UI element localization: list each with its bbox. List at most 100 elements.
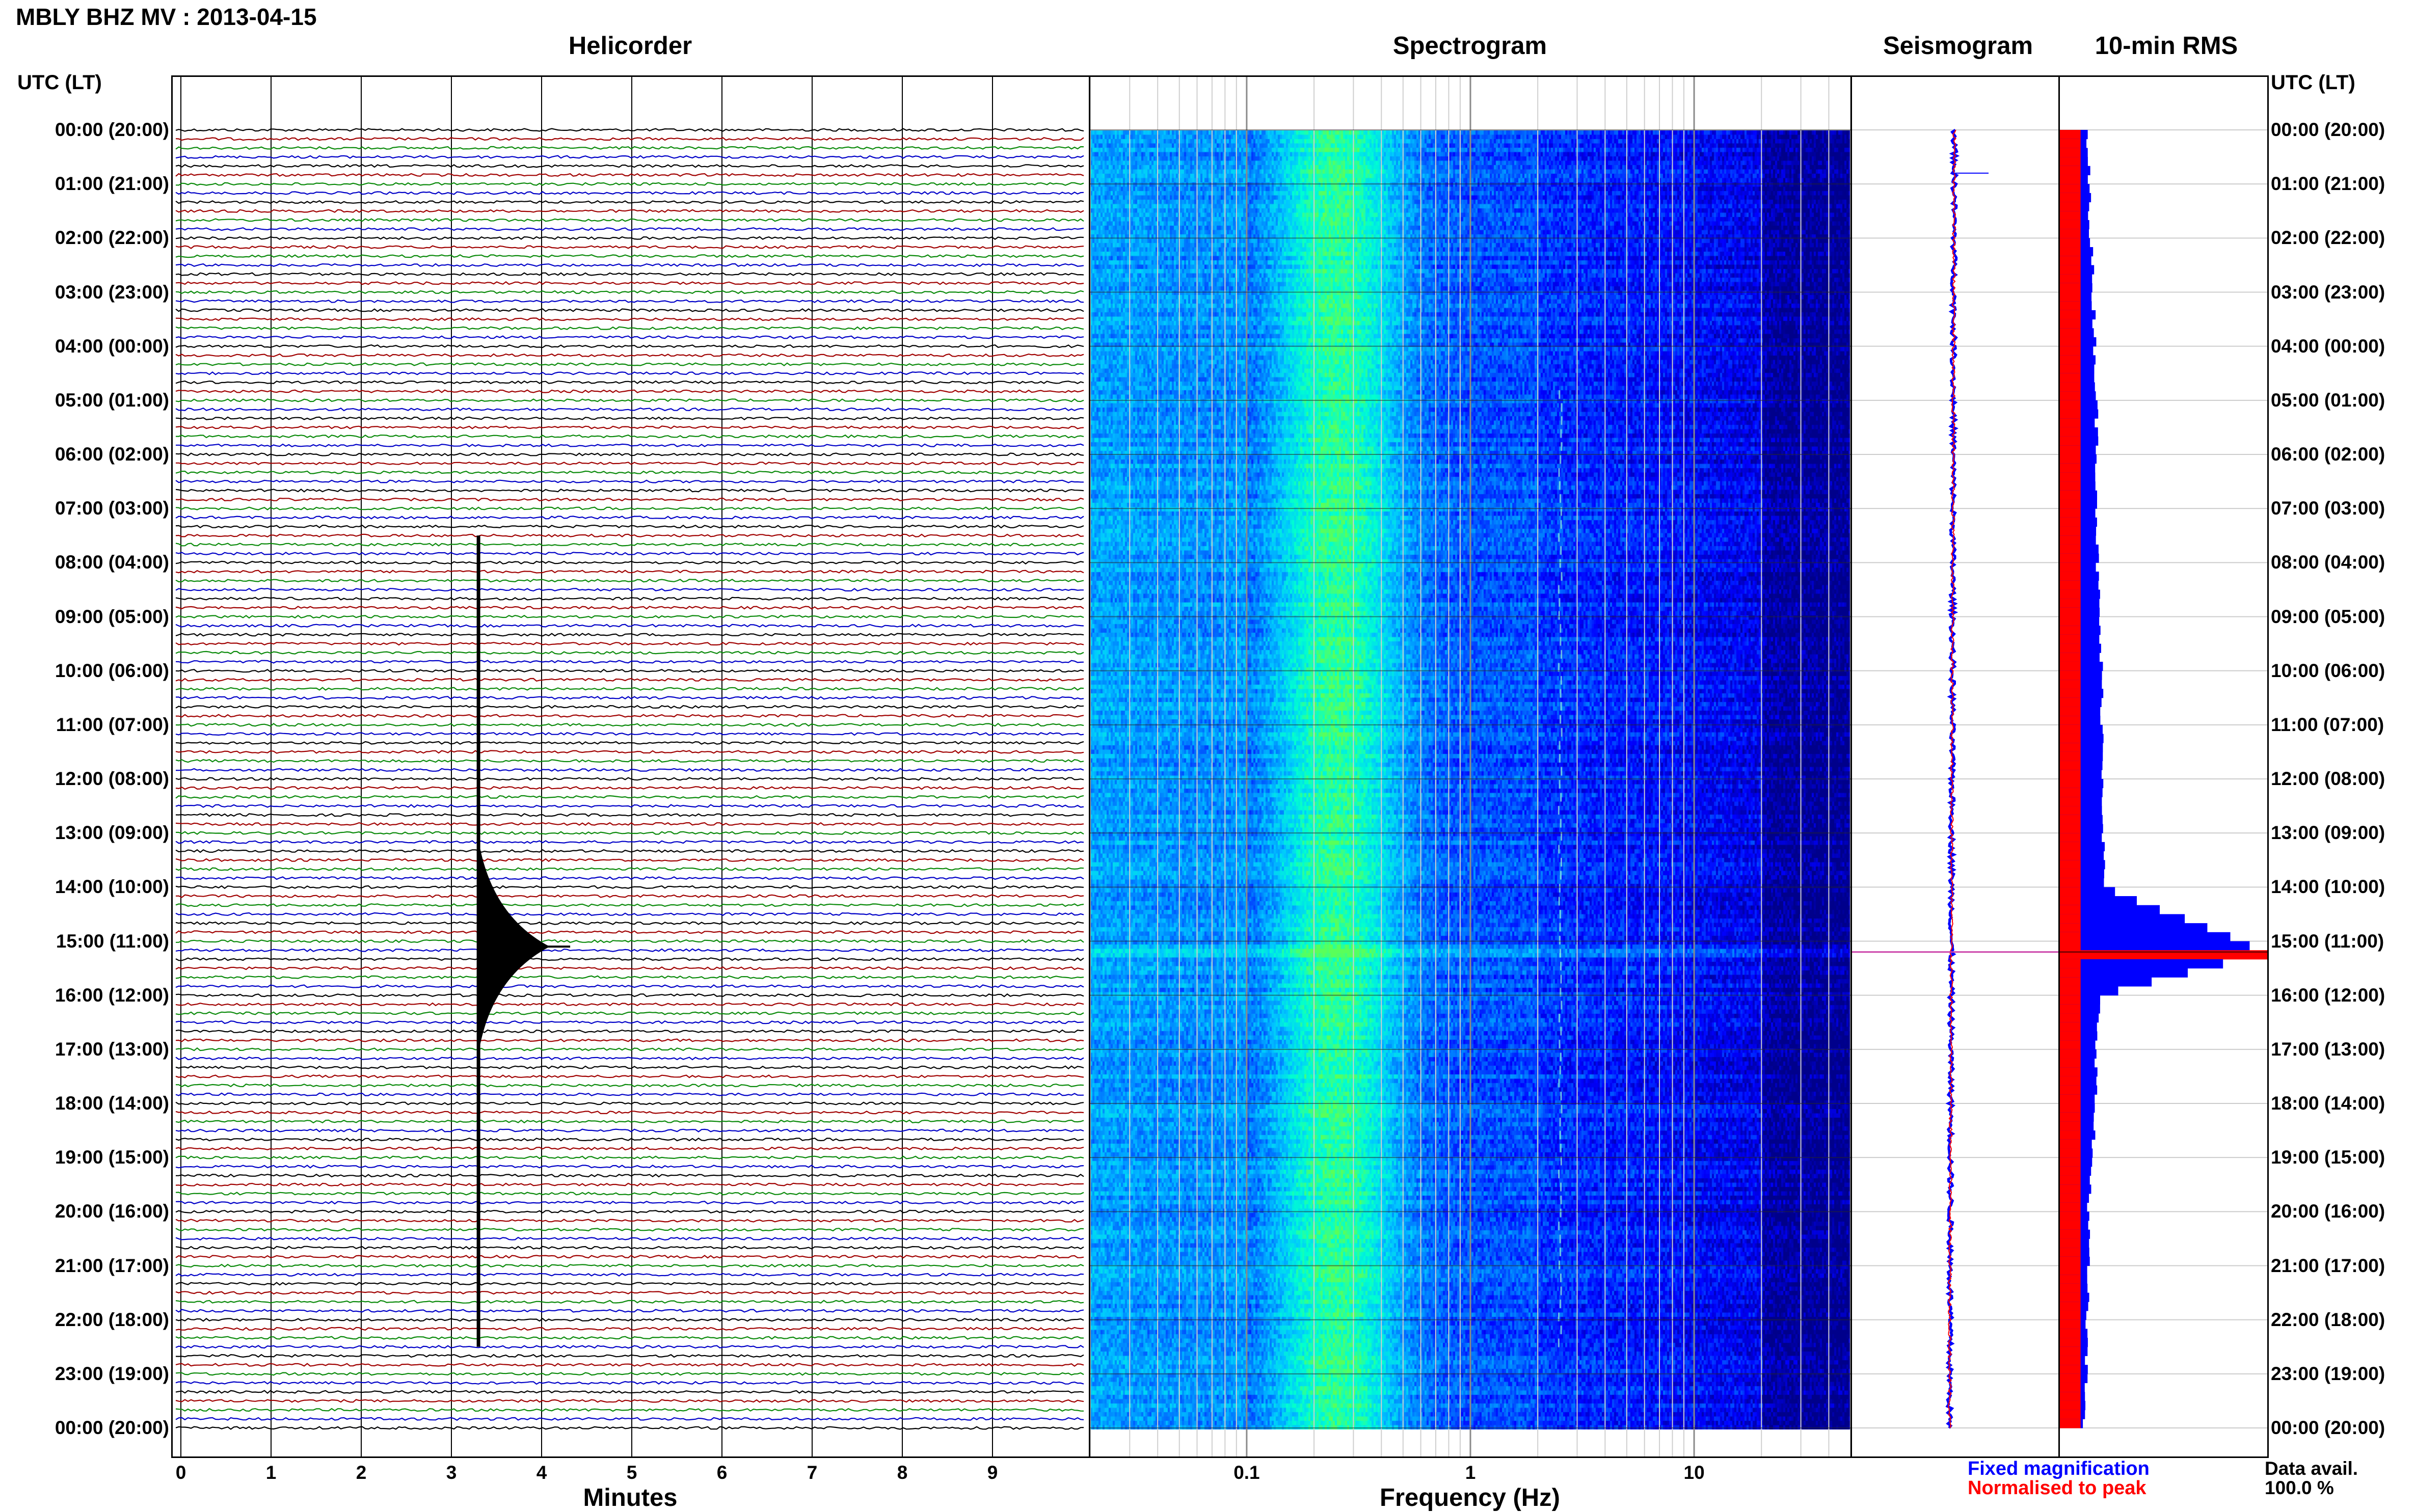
rms-bar-fixed <box>2060 914 2185 924</box>
helicorder-trace <box>175 984 1084 988</box>
rms-bar-normalised <box>2060 1031 2081 1041</box>
hour-label-left: 11:00 (07:00) <box>56 714 169 735</box>
rms-bar-normalised <box>2060 842 2081 852</box>
helicorder-trace <box>175 1056 1084 1061</box>
rms-bar-normalised <box>2060 1040 2081 1050</box>
rms-bar-normalised <box>2060 905 2081 914</box>
helicorder-trace <box>175 236 1084 240</box>
helicorder-trace <box>175 326 1084 331</box>
rms-bar-normalised <box>2060 1373 2081 1384</box>
rms-bar-normalised <box>2060 526 2081 536</box>
rms-bar-normalised <box>2060 1067 2081 1077</box>
hour-label-right: 10:00 (06:00) <box>2271 660 2385 681</box>
rms-bar-normalised <box>2060 1346 2081 1356</box>
helicorder-trace <box>175 867 1084 871</box>
rms-bar-normalised <box>2060 418 2081 428</box>
helicorder-trace <box>175 885 1084 889</box>
rms-bar-normalised <box>2060 1392 2081 1401</box>
rms-bar-normalised <box>2060 572 2081 581</box>
rms-bar-normalised <box>2060 1211 2081 1221</box>
rms-bar-normalised <box>2060 301 2081 311</box>
helicorder-x-tick-label: 0 <box>175 1462 186 1483</box>
helicorder-trace <box>175 624 1084 628</box>
helicorder-trace <box>175 1344 1084 1349</box>
data-availability-label: Data avail. <box>2265 1458 2358 1479</box>
rms-bar-normalised <box>2060 878 2081 887</box>
rms-bar-normalised <box>2060 517 2081 527</box>
helicorder-trace <box>175 948 1084 952</box>
helicorder-trace <box>175 1101 1084 1105</box>
helicorder-trace <box>175 849 1084 853</box>
rms-bar-normalised <box>2060 184 2081 194</box>
hour-label-right: 13:00 (09:00) <box>2271 822 2385 844</box>
helicorder-trace <box>175 660 1084 664</box>
rms-bar-normalised <box>2060 689 2081 698</box>
hour-label-right: 19:00 (15:00) <box>2271 1147 2385 1168</box>
spectrogram-panel <box>1089 75 1852 1458</box>
helicorder-trace <box>175 488 1084 493</box>
rms-bar-normalised <box>2060 265 2081 275</box>
hour-label-right: 23:00 (19:00) <box>2271 1363 2385 1384</box>
helicorder-trace <box>175 353 1084 358</box>
rms-bar-normalised <box>2060 1058 2081 1068</box>
rms-bar-normalised <box>2060 941 2081 951</box>
hour-label-left: 15:00 (11:00) <box>56 930 169 952</box>
helicorder-trace <box>175 1309 1084 1313</box>
rms-bar-normalised <box>2060 734 2081 743</box>
rms-bar-normalised <box>2060 914 2081 924</box>
rms-bar-normalised <box>2060 1130 2081 1140</box>
rms-bar-normalised <box>2060 1419 2081 1428</box>
helicorder-x-tick-label: 5 <box>626 1462 637 1483</box>
helicorder-trace <box>175 146 1084 150</box>
hour-label-right: 08:00 (04:00) <box>2271 552 2385 573</box>
hour-label-right: 12:00 (08:00) <box>2271 768 2385 789</box>
helicorder-trace <box>175 1219 1084 1223</box>
helicorder-x-tick-label: 8 <box>897 1462 908 1483</box>
rms-bar-normalised <box>2060 1302 2081 1311</box>
hour-label-left: 04:00 (00:00) <box>55 335 169 357</box>
helicorder-trace <box>175 641 1084 646</box>
helicorder-trace <box>175 1282 1084 1286</box>
rms-bar-normalised <box>2060 751 2081 762</box>
rms-bar-normalised <box>2060 1410 2081 1419</box>
helicorder-trace <box>175 335 1084 339</box>
helicorder-trace <box>176 434 1084 439</box>
rms-bar-normalised <box>2060 761 2081 770</box>
hour-label-right: 00:00 (20:00) <box>2271 119 2385 140</box>
rms-bar-normalised <box>2060 580 2081 590</box>
rms-bar-normalised <box>2060 436 2081 446</box>
helicorder-trace <box>175 1083 1084 1088</box>
rms-bar-normalised <box>2060 175 2081 184</box>
rms-bar-normalised <box>2060 220 2081 230</box>
helicorder-trace <box>175 1236 1084 1241</box>
rms-bar-normalised <box>2060 626 2081 635</box>
helicorder-trace <box>175 858 1084 862</box>
rms-bar-normalised <box>2060 724 2081 735</box>
helicorder-trace <box>175 1074 1084 1078</box>
rms-bar-fixed <box>2060 977 2152 987</box>
rms-bar-normalised <box>2060 634 2081 644</box>
rms-bar-normalised <box>2060 616 2081 626</box>
rms-bar-normalised <box>2060 869 2081 879</box>
hour-label-left: 21:00 (17:00) <box>55 1255 169 1276</box>
hour-label-left: 08:00 (04:00) <box>55 552 169 573</box>
helicorder-trace <box>175 1182 1084 1187</box>
hour-label-left: 22:00 (18:00) <box>55 1309 169 1330</box>
rms-bar-normalised <box>2060 166 2081 175</box>
helicorder-trace <box>175 912 1084 916</box>
rms-bar-normalised <box>2060 707 2081 716</box>
helicorder-trace <box>175 290 1084 294</box>
rms-bar-normalised <box>2060 851 2081 860</box>
rms-bar-normalised <box>2060 157 2081 167</box>
helicorder-trace <box>175 1317 1084 1322</box>
rms-bar-normalised <box>2060 211 2081 221</box>
rms-bar-normalised <box>2060 1112 2081 1122</box>
hour-label-left: 02:00 (22:00) <box>55 227 169 249</box>
hour-label-left: 16:00 (12:00) <box>55 984 169 1006</box>
hour-label-right: 16:00 (12:00) <box>2271 984 2385 1006</box>
helicorder-x-label: Minutes <box>583 1484 678 1511</box>
helicorder-trace <box>175 759 1084 763</box>
helicorder-trace <box>175 155 1084 159</box>
helicorder-trace <box>175 1381 1084 1385</box>
helicorder-trace <box>175 1119 1084 1124</box>
